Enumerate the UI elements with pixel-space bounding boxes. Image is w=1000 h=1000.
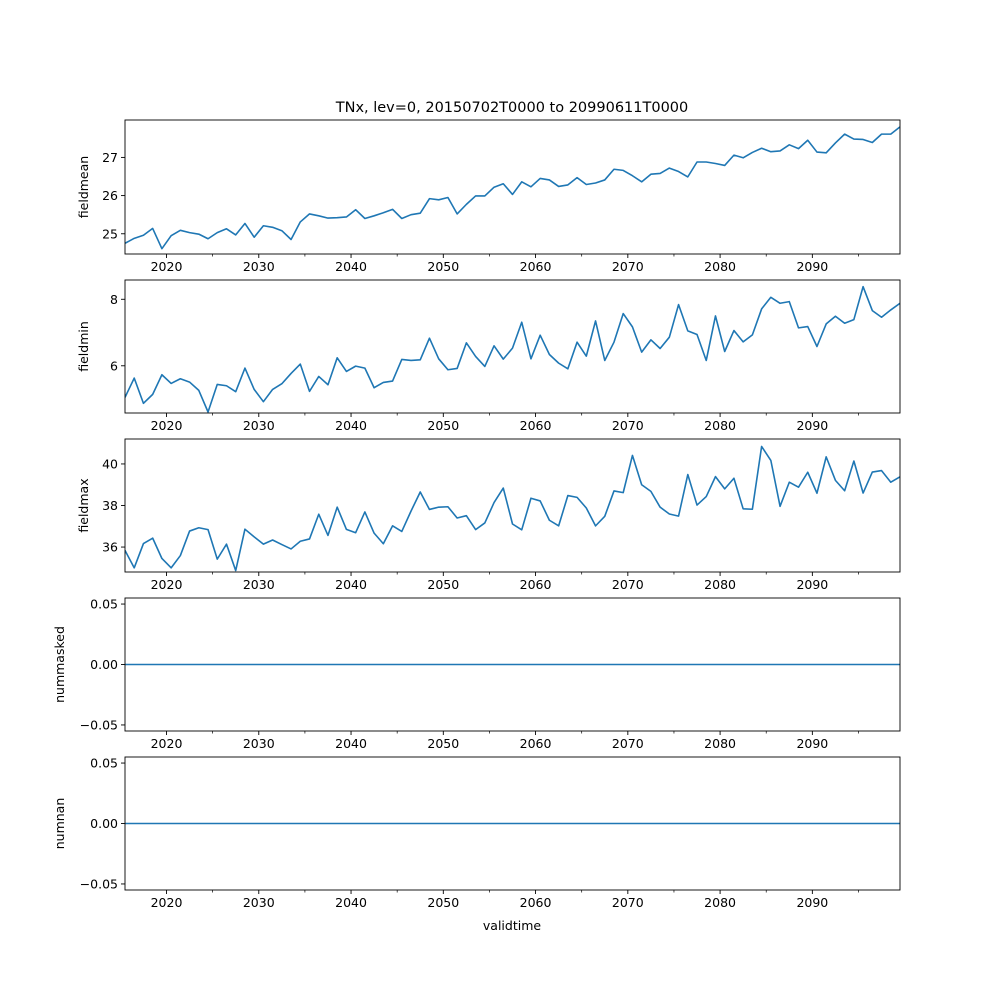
fieldmean-x-tick-label: 2080 bbox=[704, 259, 736, 274]
fieldmean-axes-frame bbox=[124, 119, 901, 255]
fieldmax-y-tick-label: 40 bbox=[102, 456, 118, 471]
fieldmin-x-tick-label: 2090 bbox=[796, 418, 828, 433]
numnan-x-tick-label: 2030 bbox=[243, 895, 275, 910]
panel-fieldmean: 25 26 27 2020 2030 2040 2050 2060 2070 2080 2090 fi… bbox=[76, 119, 901, 274]
fieldmean-y-tick-label: 26 bbox=[102, 188, 118, 203]
nummasked-y-tick-label: 0.00 bbox=[90, 657, 118, 672]
chart-title: TNx, lev=0, 20150702T0000 to 20990611T00… bbox=[335, 100, 689, 116]
panel-nummasked: −0.05 0.00 0.05 2020 2030 2040 2050 2060 2070 208… bbox=[52, 597, 901, 751]
fieldmean-x-tick-label: 2030 bbox=[243, 259, 275, 274]
numnan-y-axis-label: numnan bbox=[52, 798, 67, 850]
fieldmin-axes-frame bbox=[124, 279, 901, 414]
numnan-x-tick-label: 2070 bbox=[612, 895, 644, 910]
numnan-x-tick-label: 2050 bbox=[427, 895, 459, 910]
fieldmax-x-tick-label: 2060 bbox=[520, 577, 552, 592]
fieldmin-x-tick-label: 2080 bbox=[704, 418, 736, 433]
panels: 25 26 27 2020 2030 2040 2050 2060 2070 2080 2090 fi… bbox=[52, 119, 901, 910]
fieldmean-y-tick-label: 25 bbox=[102, 226, 118, 241]
numnan-x-tick-label: 2080 bbox=[704, 895, 736, 910]
fieldmean-x-tick-label: 2060 bbox=[520, 259, 552, 274]
fieldmean-y-axis-label: fieldmean bbox=[76, 156, 91, 218]
fieldmax-series-line bbox=[125, 445, 900, 572]
fieldmin-x-tick-label: 2020 bbox=[151, 418, 183, 433]
nummasked-x-tick-label: 2030 bbox=[243, 736, 275, 751]
fieldmax-x-tick-label: 2030 bbox=[243, 577, 275, 592]
fieldmin-x-tick-label: 2070 bbox=[612, 418, 644, 433]
fieldmax-x-tick-label: 2050 bbox=[427, 577, 459, 592]
numnan-y-tick-label: −0.05 bbox=[80, 876, 118, 891]
fieldmin-series-line bbox=[125, 285, 900, 413]
fieldmin-x-tick-label: 2050 bbox=[427, 418, 459, 433]
numnan-x-tick-label: 2020 bbox=[151, 895, 183, 910]
numnan-x-tick-label: 2040 bbox=[335, 895, 367, 910]
nummasked-x-tick-label: 2090 bbox=[796, 736, 828, 751]
fieldmax-x-tick-label: 2080 bbox=[704, 577, 736, 592]
fieldmax-x-tick-label: 2020 bbox=[151, 577, 183, 592]
numnan-y-tick-label: 0.00 bbox=[90, 816, 118, 831]
fieldmin-y-tick-label: 6 bbox=[110, 358, 118, 373]
x-axis-label: validtime bbox=[483, 918, 541, 933]
panel-numnan: −0.05 0.00 0.05 2020 2030 2040 2050 2060 2070 208… bbox=[52, 756, 901, 910]
fieldmax-x-tick-label: 2040 bbox=[335, 577, 367, 592]
nummasked-x-tick-label: 2080 bbox=[704, 736, 736, 751]
fieldmin-y-axis-label: fieldmin bbox=[76, 321, 91, 372]
fieldmin-x-tick-label: 2060 bbox=[520, 418, 552, 433]
fieldmax-y-axis-label: fieldmax bbox=[76, 478, 91, 532]
numnan-x-tick-label: 2060 bbox=[520, 895, 552, 910]
nummasked-x-tick-label: 2060 bbox=[520, 736, 552, 751]
fieldmean-x-tick-label: 2050 bbox=[427, 259, 459, 274]
panel-fieldmax: 36 38 40 2020 2030 2040 2050 2060 2070 2080 2090 fi… bbox=[76, 438, 901, 592]
fieldmax-x-tick-label: 2090 bbox=[796, 577, 828, 592]
fieldmean-x-tick-label: 2070 bbox=[612, 259, 644, 274]
nummasked-x-tick-label: 2040 bbox=[335, 736, 367, 751]
fieldmean-x-tick-label: 2040 bbox=[335, 259, 367, 274]
nummasked-x-tick-label: 2020 bbox=[151, 736, 183, 751]
nummasked-y-tick-label: 0.05 bbox=[90, 597, 118, 612]
fieldmean-y-tick-label: 27 bbox=[102, 150, 118, 165]
numnan-x-tick-label: 2090 bbox=[796, 895, 828, 910]
nummasked-y-tick-label: −0.05 bbox=[80, 717, 118, 732]
nummasked-x-tick-label: 2070 bbox=[612, 736, 644, 751]
fieldmax-y-tick-label: 36 bbox=[102, 540, 118, 555]
fieldmean-x-tick-label: 2020 bbox=[151, 259, 183, 274]
fieldmin-x-tick-label: 2030 bbox=[243, 418, 275, 433]
nummasked-x-tick-label: 2050 bbox=[427, 736, 459, 751]
fieldmax-y-tick-label: 38 bbox=[102, 498, 118, 513]
nummasked-y-axis-label: nummasked bbox=[52, 626, 67, 703]
fieldmean-x-tick-label: 2090 bbox=[796, 259, 828, 274]
fieldmin-y-tick-label: 8 bbox=[110, 292, 118, 307]
fieldmean-series-line bbox=[125, 126, 900, 250]
panel-fieldmin: 6 8 2020 2030 2040 2050 2060 2070 2080 2090 fieldm… bbox=[76, 279, 901, 433]
fieldmax-x-tick-label: 2070 bbox=[612, 577, 644, 592]
fieldmin-x-tick-label: 2040 bbox=[335, 418, 367, 433]
numnan-y-tick-label: 0.05 bbox=[90, 756, 118, 771]
